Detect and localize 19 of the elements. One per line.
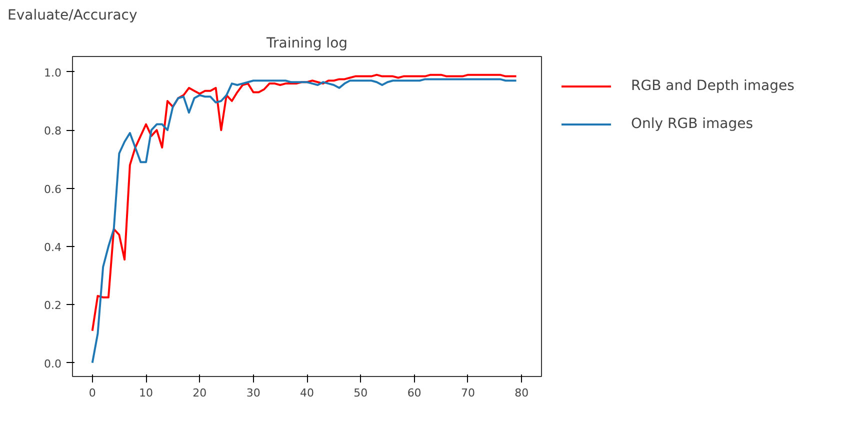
x-tick-label: 10 [139, 386, 154, 400]
y-tick-label: 0.8 [44, 124, 62, 138]
y-axis-title: Evaluate/Accuracy [8, 8, 138, 24]
x-tick-label: 30 [246, 386, 260, 400]
y-tick-label: 0.6 [44, 182, 62, 196]
x-tick-label: 0 [88, 386, 96, 400]
chart-title: Training log [265, 36, 348, 52]
y-tick-label: 0.0 [44, 357, 62, 370]
y-tick-label: 0.2 [44, 299, 62, 312]
x-tick-label: 70 [460, 386, 475, 400]
x-tick-label: 20 [192, 386, 207, 400]
legend-label: Only RGB images [631, 116, 754, 132]
x-tick-label: 80 [514, 386, 529, 400]
x-tick-label: 40 [300, 386, 314, 400]
legend-label: RGB and Depth images [631, 78, 794, 94]
y-tick-label: 1.0 [44, 66, 62, 80]
y-tick-label: 0.4 [44, 240, 62, 254]
x-tick-label: 60 [407, 386, 422, 400]
x-tick-label: 50 [354, 386, 368, 400]
